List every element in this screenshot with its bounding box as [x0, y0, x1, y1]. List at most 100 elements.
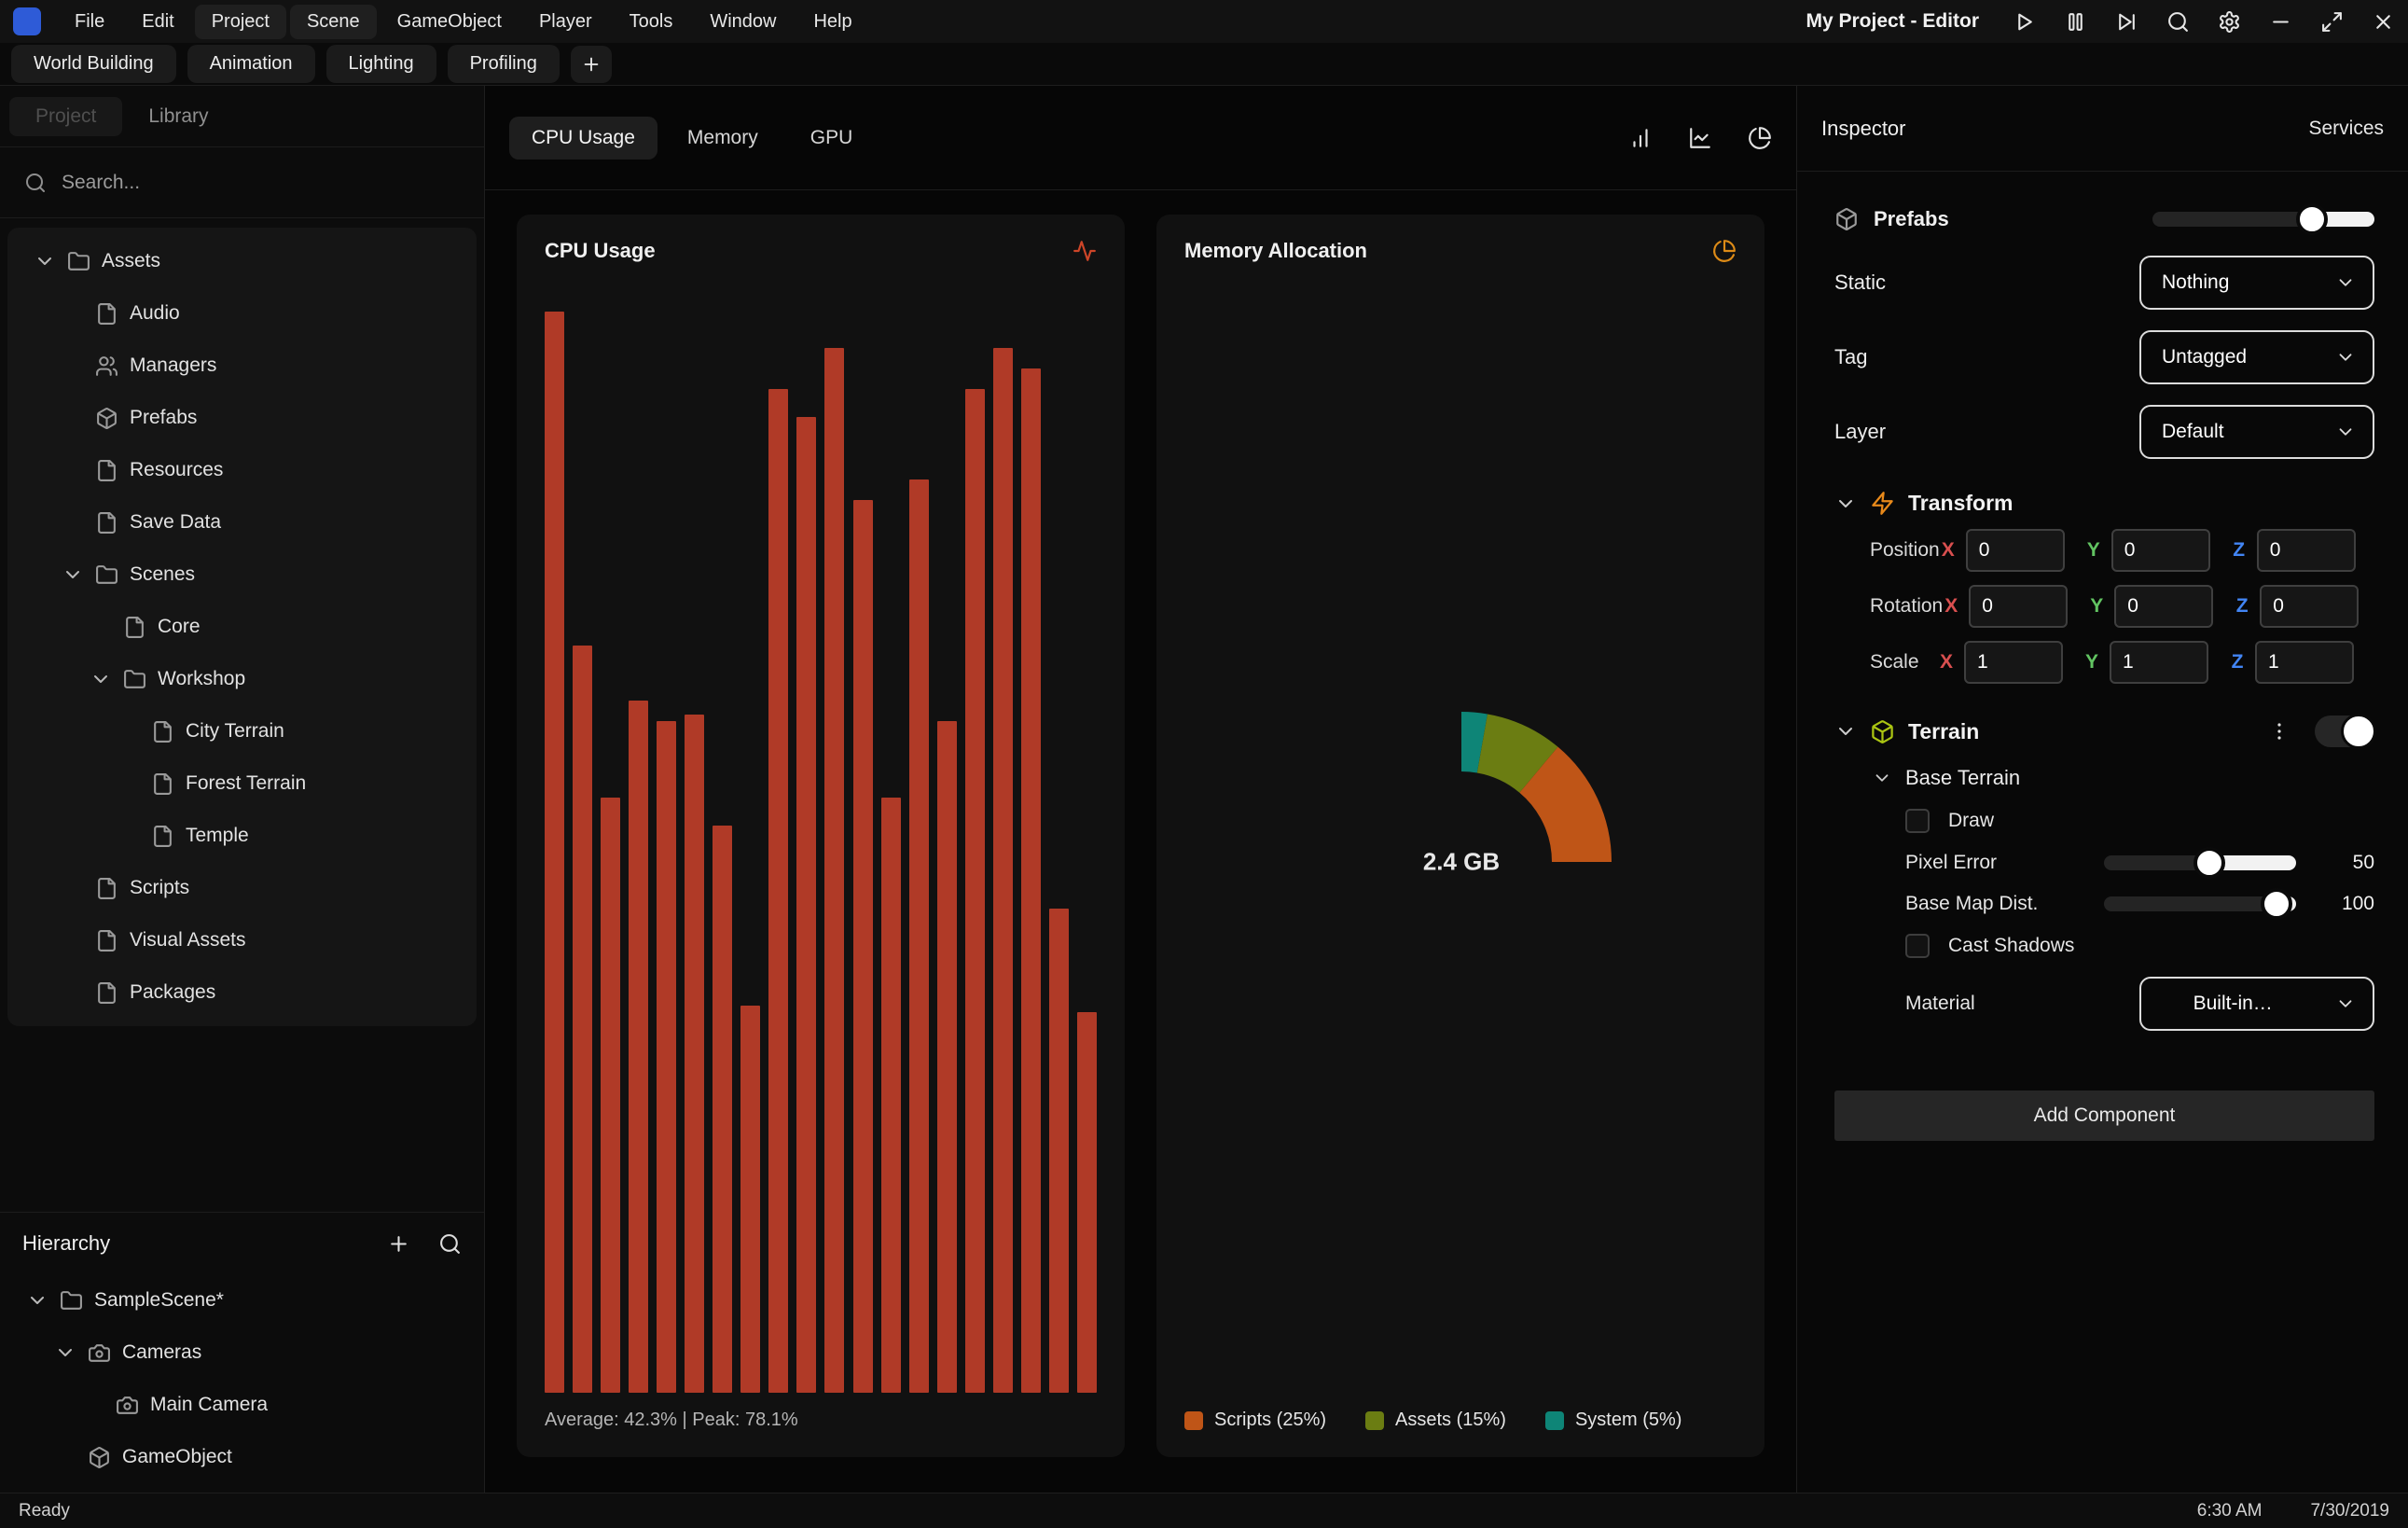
transform-section-header[interactable]: Transform [1834, 491, 2374, 516]
menu-help[interactable]: Help [796, 5, 868, 39]
file-icon [95, 511, 118, 535]
menu-player[interactable]: Player [522, 5, 609, 39]
tree-item-workshop[interactable]: Workshop [7, 653, 477, 705]
minimize-icon[interactable] [2269, 10, 2292, 34]
material-dropdown[interactable]: Built-in… [2139, 977, 2374, 1031]
tab-project[interactable]: Project [9, 97, 122, 136]
terrain-enabled-toggle[interactable] [2315, 715, 2374, 747]
tab-lighting[interactable]: Lighting [326, 45, 436, 83]
rotation-y-field[interactable] [2114, 585, 2213, 628]
pie-chart-icon[interactable] [1748, 126, 1772, 150]
package-icon [95, 407, 118, 430]
cpu-bar [768, 389, 788, 1393]
add-object-icon[interactable] [387, 1232, 410, 1256]
tree-item-managers[interactable]: Managers [7, 340, 477, 392]
menu-window[interactable]: Window [693, 5, 793, 39]
add-tab-button[interactable] [571, 46, 612, 83]
menu-gameobject[interactable]: GameObject [381, 5, 519, 39]
hierarchy-item-cameras[interactable]: Cameras [0, 1327, 484, 1379]
step-forward-icon[interactable] [2115, 10, 2138, 34]
tree-item-save-data[interactable]: Save Data [7, 496, 477, 549]
scale-y-field[interactable] [2110, 641, 2208, 684]
tab-animation[interactable]: Animation [187, 45, 315, 83]
position-y-field[interactable] [2111, 529, 2210, 572]
tree-item-assets[interactable]: Assets [7, 235, 477, 287]
static-dropdown[interactable]: Nothing [2139, 256, 2374, 310]
chevron-down-icon[interactable] [62, 563, 84, 586]
menu-edit[interactable]: Edit [125, 5, 190, 39]
tag-dropdown[interactable]: Untagged [2139, 330, 2374, 384]
toggle-knob[interactable] [2341, 714, 2376, 749]
tree-item-packages[interactable]: Packages [7, 966, 477, 1019]
hierarchy-item-gameobject[interactable]: GameObject [0, 1431, 484, 1483]
layer-dropdown[interactable]: Default [2139, 405, 2374, 459]
position-x-field[interactable] [1966, 529, 2065, 572]
search-icon[interactable] [438, 1232, 462, 1256]
add-component-button[interactable]: Add Component [1834, 1090, 2374, 1141]
tree-item-core[interactable]: Core [7, 601, 477, 653]
menu-project[interactable]: Project [195, 5, 286, 39]
menu-tools[interactable]: Tools [613, 5, 690, 39]
tab-world-building[interactable]: World Building [11, 45, 176, 83]
chevron-down-icon[interactable] [90, 668, 112, 690]
status-date: 7/30/2019 [2310, 1501, 2389, 1521]
tab-gpu[interactable]: GPU [788, 117, 876, 160]
hierarchy-item-samplescene[interactable]: SampleScene* [0, 1274, 484, 1327]
tree-item-scripts[interactable]: Scripts [7, 862, 477, 914]
scale-x-field[interactable] [1964, 641, 2063, 684]
draw-checkbox[interactable] [1905, 809, 1930, 833]
profiler-panel: CPU Usage Memory GPU CPU Usage Average: … [485, 86, 1796, 1493]
rotation-x-field[interactable] [1969, 585, 2068, 628]
close-icon[interactable] [2372, 10, 2395, 34]
tab-library[interactable]: Library [122, 97, 234, 136]
tree-item-visual-assets[interactable]: Visual Assets [7, 914, 477, 966]
tree-item-scenes[interactable]: Scenes [7, 549, 477, 601]
cpu-bar [937, 721, 957, 1393]
menu-file[interactable]: File [58, 5, 121, 39]
tab-profiling[interactable]: Profiling [448, 45, 560, 83]
chevron-down-icon[interactable] [1834, 493, 1857, 515]
memory-allocation-card: Memory Allocation 2.4 GB Scripts (25%) A… [1156, 215, 1764, 1457]
chevron-down-icon[interactable] [1872, 768, 1892, 788]
tree-item-resources[interactable]: Resources [7, 444, 477, 496]
base-map-dist-value: 100 [2313, 893, 2374, 915]
scale-z-field[interactable] [2255, 641, 2354, 684]
cast-shadows-checkbox[interactable] [1905, 934, 1930, 958]
tree-item-temple[interactable]: Temple [7, 810, 477, 862]
slider-knob[interactable] [2193, 847, 2225, 879]
pause-icon[interactable] [2064, 10, 2087, 34]
chevron-down-icon[interactable] [26, 1289, 48, 1312]
base-terrain-subsection[interactable]: Base Terrain [1872, 766, 2374, 790]
chevron-down-icon[interactable] [34, 250, 56, 272]
tab-cpu-usage[interactable]: CPU Usage [509, 117, 657, 160]
bar-chart-icon[interactable] [1628, 126, 1653, 150]
slider-knob[interactable] [2296, 203, 2328, 235]
memory-total-label: 2.4 GB [1423, 848, 1500, 877]
hierarchy-item-main-camera[interactable]: Main Camera [0, 1379, 484, 1431]
chevron-down-icon[interactable] [1834, 720, 1857, 743]
search-input[interactable] [62, 172, 460, 194]
search-icon[interactable] [2166, 10, 2190, 34]
maximize-icon[interactable] [2320, 10, 2344, 34]
kebab-menu-icon[interactable] [2268, 720, 2290, 743]
base-map-dist-slider[interactable] [2104, 896, 2296, 911]
line-chart-icon[interactable] [1688, 126, 1712, 150]
tab-memory[interactable]: Memory [665, 117, 781, 160]
pixel-error-slider[interactable] [2104, 855, 2296, 870]
gear-icon[interactable] [2218, 10, 2241, 34]
rotation-z-field[interactable] [2260, 585, 2359, 628]
menu-scene[interactable]: Scene [290, 5, 377, 39]
terrain-section-header[interactable]: Terrain [1834, 715, 2374, 747]
search-icon [24, 172, 47, 194]
prefabs-label: Prefabs [1874, 207, 1949, 231]
slider-knob[interactable] [2261, 888, 2292, 920]
position-z-field[interactable] [2257, 529, 2356, 572]
play-icon[interactable] [2013, 10, 2036, 34]
services-link[interactable]: Services [2308, 118, 2384, 140]
chevron-down-icon[interactable] [54, 1341, 76, 1364]
tree-item-city-terrain[interactable]: City Terrain [7, 705, 477, 757]
tree-item-prefabs[interactable]: Prefabs [7, 392, 477, 444]
tree-item-forest-terrain[interactable]: Forest Terrain [7, 757, 477, 810]
prefabs-slider[interactable] [2152, 212, 2374, 227]
tree-item-audio[interactable]: Audio [7, 287, 477, 340]
